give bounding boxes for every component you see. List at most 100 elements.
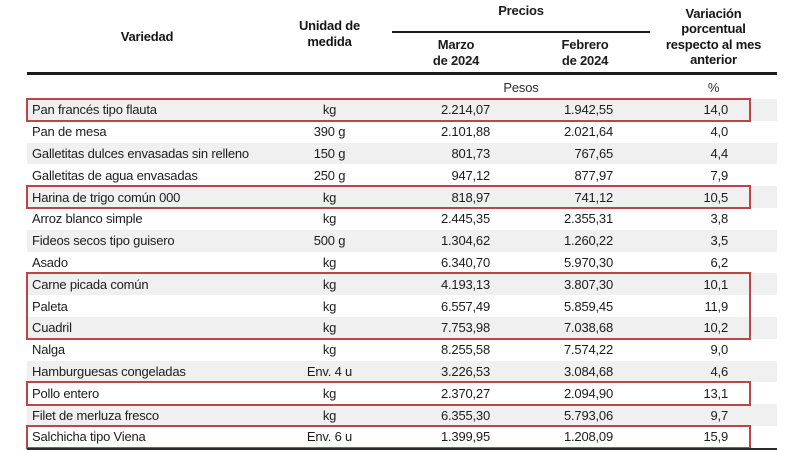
price-february-cell: 2.355,31 — [563, 211, 613, 227]
variety-cell: Pan francés tipo flauta — [32, 102, 157, 118]
variation-percent-cell: 4,6 — [710, 363, 729, 379]
price-march-cell: 801,73 — [451, 145, 490, 161]
table-body: Pan francés tipo flauta kg 2.214,07 1.942,5… — [27, 99, 777, 448]
variety-cell: Nalga — [32, 342, 65, 358]
column-header-febrero-2024: Febrero de 2024 — [561, 37, 609, 68]
price-february-cell: 741,12 — [574, 189, 613, 205]
variety-cell: Pollo entero — [32, 385, 99, 401]
variety-cell: Pan de mesa — [32, 124, 107, 140]
variation-percent-cell: 10,2 — [703, 320, 728, 336]
price-march-cell: 8.255,58 — [440, 342, 490, 358]
column-header-precios: Precios — [498, 3, 544, 18]
table-row: Salchicha tipo Viena Env. 6 u 1.399,95 1.20… — [27, 425, 777, 448]
variety-cell: Paleta — [32, 298, 68, 314]
variation-percent-cell: 3,8 — [710, 211, 729, 227]
variety-cell: Galletitas de agua envasadas — [32, 167, 198, 183]
variety-cell: Galletitas dulces envasadas sin relleno — [32, 145, 249, 161]
table-row: Arroz blanco simple kg 2.445,35 2.355,31 3,8 — [27, 207, 777, 230]
unit-of-measure-cell: 150 g — [313, 145, 346, 161]
variation-percent-cell: 13,1 — [703, 385, 728, 401]
variety-cell: Hamburguesas congeladas — [32, 363, 186, 379]
unit-label-pesos: Pesos — [503, 79, 539, 95]
variation-percent-cell: 6,2 — [710, 254, 729, 270]
table-row: Pan francés tipo flauta kg 2.214,07 1.942,5… — [27, 99, 777, 121]
table-row: Galletitas dulces envasadas sin relleno 1… — [27, 142, 777, 165]
variation-percent-cell: 4,0 — [710, 124, 729, 140]
unit-of-measure-cell: kg — [322, 320, 337, 336]
price-february-cell: 1.942,55 — [563, 102, 613, 118]
price-february-cell: 5.970,30 — [563, 254, 613, 270]
unit-of-measure-cell: kg — [322, 342, 337, 358]
month-subheaders: Marzo de 2024 Febrero de 2024 — [392, 37, 650, 68]
table-row: Asado kg 6.340,70 5.970,30 6,2 — [27, 251, 777, 274]
price-march-cell: 6.557,49 — [440, 298, 490, 314]
variation-percent-cell: 7,9 — [710, 167, 729, 183]
price-february-cell: 7.038,68 — [563, 320, 613, 336]
unit-of-measure-cell: kg — [322, 298, 337, 314]
column-header-variacion-porcentual: Variación porcentual respecto al mes ant… — [665, 5, 762, 68]
variation-percent-cell: 9,7 — [710, 407, 729, 423]
price-march-cell: 2.445,35 — [440, 211, 490, 227]
table-row: Pollo entero kg 2.370,27 2.094,90 13,1 — [27, 382, 777, 405]
variety-cell: Cuadril — [32, 320, 72, 336]
column-header-marzo-2024: Marzo de 2024 — [432, 37, 480, 68]
unit-of-measure-cell: kg — [322, 211, 337, 227]
price-march-cell: 947,12 — [451, 167, 490, 183]
price-march-cell: 1.304,62 — [440, 233, 490, 249]
unit-of-measure-cell: Env. 4 u — [306, 363, 353, 379]
price-february-cell: 767,65 — [574, 145, 613, 161]
unit-of-measure-cell: kg — [322, 407, 337, 423]
table-row: Cuadril kg 7.753,98 7.038,68 10,2 — [27, 316, 777, 339]
unit-of-measure-cell: 250 g — [313, 167, 346, 183]
header-divider-line — [27, 72, 777, 75]
variation-percent-cell: 4,4 — [710, 145, 729, 161]
unit-of-measure-cell: kg — [322, 276, 337, 292]
variation-percent-cell: 14,0 — [703, 102, 728, 118]
table-row: Harina de trigo común 000 kg 818,97 741,12 1… — [27, 186, 777, 208]
price-february-cell: 3.807,30 — [563, 276, 613, 292]
column-header-variedad: Variedad — [120, 28, 174, 44]
variation-percent-cell: 10,5 — [703, 189, 728, 205]
price-march-cell: 818,97 — [451, 189, 490, 205]
unit-of-measure-cell: kg — [322, 385, 337, 401]
table-row: Galletitas de agua envasadas 250 g 947,12 8… — [27, 164, 777, 187]
table-row: Paleta kg 6.557,49 5.859,45 11,9 — [27, 295, 777, 317]
price-march-cell: 2.214,07 — [440, 102, 490, 118]
table-row: Pan de mesa 390 g 2.101,88 2.021,64 4,0 — [27, 120, 777, 143]
variety-cell: Filet de merluza fresco — [32, 407, 159, 423]
price-march-cell: 1.399,95 — [440, 429, 490, 445]
price-march-cell: 3.226,53 — [440, 363, 490, 379]
price-march-cell: 4.193,13 — [440, 276, 490, 292]
price-march-cell: 6.355,30 — [440, 407, 490, 423]
table-row: Nalga kg 8.255,58 7.574,22 9,0 — [27, 338, 777, 361]
column-header-unidad-de-medida: Unidad de medida — [298, 18, 361, 49]
unit-of-measure-cell: kg — [322, 102, 337, 118]
price-march-cell: 2.370,27 — [440, 385, 490, 401]
column-group-precios: Precios Marzo de 2024 Febrero de 2024 — [392, 0, 650, 73]
price-february-cell: 1.208,09 — [563, 429, 613, 445]
unit-of-measure-cell: 390 g — [313, 124, 346, 140]
price-march-cell: 2.101,88 — [440, 124, 490, 140]
variety-cell: Carne picada común — [32, 276, 149, 292]
unit-of-measure-cell: 500 g — [313, 233, 346, 249]
unit-of-measure-cell: kg — [322, 189, 337, 205]
price-february-cell: 5.793,06 — [563, 407, 613, 423]
variety-cell: Harina de trigo común 000 — [32, 189, 181, 205]
price-march-cell: 7.753,98 — [440, 320, 490, 336]
table-row: Filet de merluza fresco kg 6.355,30 5.793,0… — [27, 404, 777, 426]
unit-of-measure-cell: Env. 6 u — [306, 429, 353, 445]
table-row: Hamburguesas congeladas Env. 4 u 3.226,53 3… — [27, 360, 777, 383]
price-february-cell: 3.084,68 — [563, 363, 613, 379]
variety-cell: Asado — [32, 254, 68, 270]
unit-of-measure-cell: kg — [322, 254, 337, 270]
variation-percent-cell: 10,1 — [703, 276, 728, 292]
price-february-cell: 7.574,22 — [563, 342, 613, 358]
price-february-cell: 2.021,64 — [563, 124, 613, 140]
price-february-cell: 1.260,22 — [563, 233, 613, 249]
price-march-cell: 6.340,70 — [440, 254, 490, 270]
unit-label-percent: % — [707, 79, 720, 95]
price-february-cell: 2.094,90 — [563, 385, 613, 401]
price-february-cell: 877,97 — [574, 167, 613, 183]
precios-underline — [392, 31, 650, 33]
